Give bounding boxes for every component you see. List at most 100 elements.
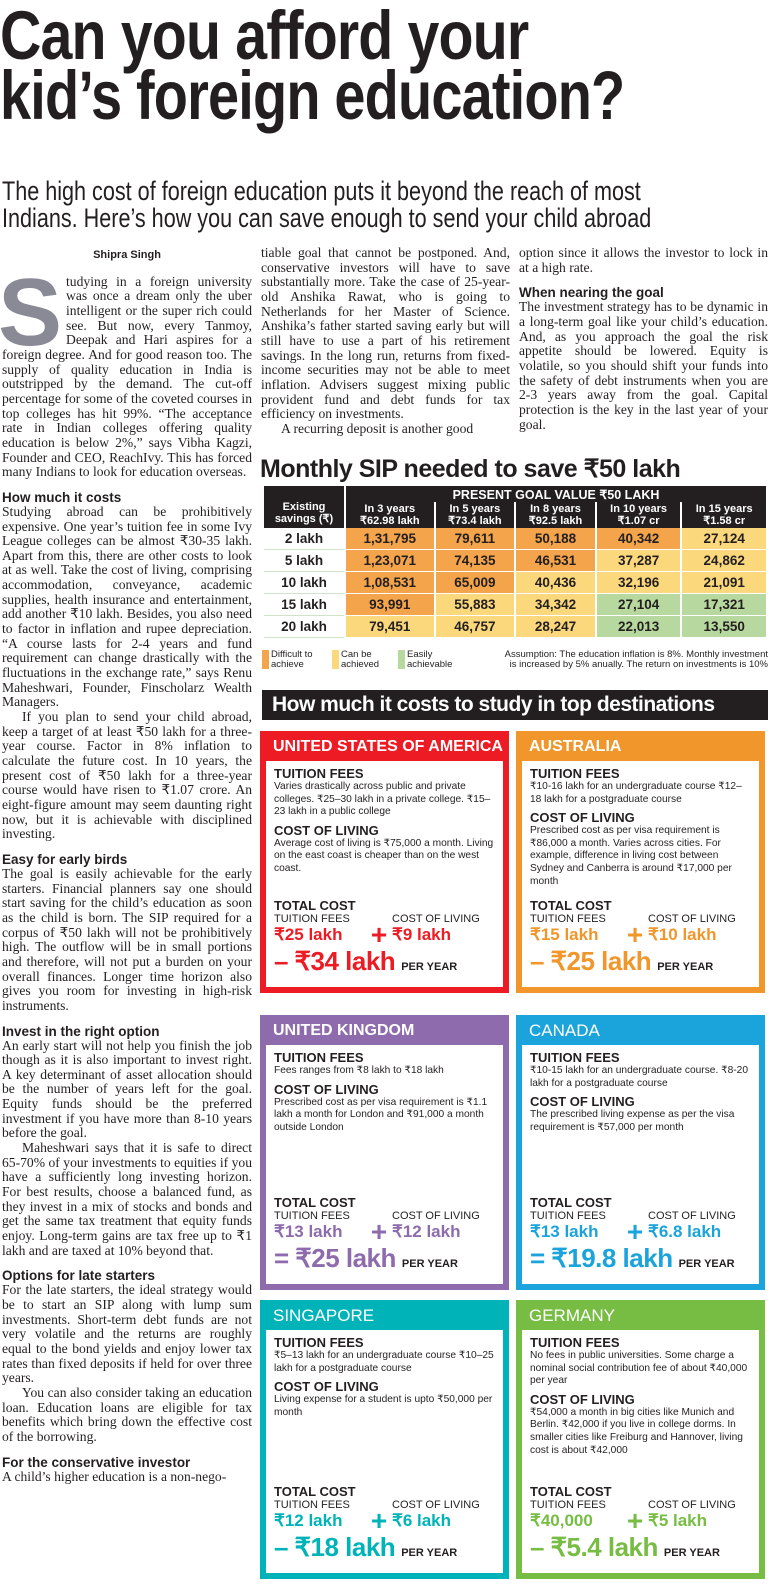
legend-item: Can be achieved: [332, 650, 379, 669]
per-year-label: PER YEAR: [657, 961, 714, 973]
living-text: Prescribed cost as per visa requirement …: [274, 1096, 488, 1133]
equals-icon: –: [274, 946, 289, 976]
tuition-label: TUITION FEES: [274, 1499, 350, 1511]
paragraph: A recurring deposit is another good: [281, 420, 474, 436]
tuition-heading: TUITION FEES: [274, 1050, 364, 1065]
plus-icon: +: [370, 1505, 388, 1536]
per-year-label: PER YEAR: [678, 1258, 735, 1270]
table-row: 20 lakh 79,451 46,757 28,247 22,013 13,550: [264, 616, 766, 638]
tuition-heading: TUITION FEES: [530, 1050, 620, 1065]
living-value: ₹5 lakh: [648, 1511, 708, 1530]
section-heading: For the conservative investor: [2, 1454, 191, 1470]
tuition-label: TUITION FEES: [274, 1210, 350, 1222]
sip-cell: 17,321: [682, 594, 766, 616]
sip-cell: 50,188: [516, 528, 595, 550]
table-row: 10 lakh 1,08,531 65,009 40,436 32,196 21,091: [264, 572, 766, 594]
total-value: ₹5.4 lakh: [550, 1532, 658, 1562]
column-header: In 10 years ₹1.07 cr: [596, 502, 681, 528]
living-value: ₹12 lakh: [392, 1222, 461, 1241]
subheadline-line-1: The high cost of foreign education puts …: [2, 176, 641, 206]
total-cost: TOTAL COST TUITION FEES COST OF LIVING ₹2…: [274, 893, 495, 981]
living-heading: COST OF LIVING: [274, 822, 379, 838]
country-name: CANADA: [529, 1021, 600, 1040]
sip-cell: 24,862: [682, 550, 766, 572]
section-heading: Options for late starters: [2, 1268, 156, 1284]
living-value: ₹10 lakh: [648, 925, 717, 944]
legend-swatch: [332, 650, 339, 669]
savings-cell: 2 lakh: [264, 528, 344, 550]
sip-cell: 40,436: [516, 572, 595, 594]
living-text: Living expense for a student is upto ₹50…: [274, 1394, 493, 1418]
living-label: COST OF LIVING: [648, 1499, 736, 1511]
tuition-label: TUITION FEES: [530, 1499, 606, 1511]
drop-cap: S: [0, 258, 63, 366]
per-year-label: PER YEAR: [401, 1258, 458, 1270]
total-cost: TOTAL COST TUITION FEES COST OF LIVING ₹1…: [530, 1190, 751, 1278]
plus-icon: +: [626, 1216, 644, 1247]
tuition-text: Fees ranges from ₹8 lakh to ₹18 lakh: [274, 1065, 444, 1076]
section-heading: Invest in the right option: [2, 1023, 160, 1039]
article-column-2: tiable goal that cannot be postponed. An…: [261, 245, 510, 437]
paragraph: option since it allows the investor to l…: [519, 245, 768, 275]
living-heading: COST OF LIVING: [530, 1094, 635, 1110]
sip-cell: 27,124: [682, 528, 766, 550]
subheadline-line-2: Indians. Here’s how you can save enough …: [2, 203, 652, 233]
equals-icon: =: [530, 1243, 546, 1273]
sip-cell: 79,451: [346, 616, 434, 638]
table-legend: Difficult to achieve Can be achieved Easily a…: [262, 650, 768, 688]
plus-icon: +: [370, 919, 388, 950]
group-header: PRESENT GOAL VALUE ₹50 LAKH: [346, 486, 766, 502]
article-column-3: option since it allows the investor to l…: [519, 245, 768, 432]
destinations-banner: How much it costs to study in top destin…: [262, 690, 768, 720]
sip-cell: 74,135: [435, 550, 515, 572]
sip-cell: 34,342: [516, 594, 595, 616]
tuition-value: ₹13 lakh: [274, 1222, 343, 1241]
per-year-label: PER YEAR: [663, 1547, 720, 1559]
savings-cell: 15 lakh: [264, 594, 344, 616]
table-row: 2 lakh 1,31,795 79,611 50,188 40,342 27,124: [264, 528, 766, 550]
living-text: ₹54,000 a month in big cities like Munic…: [530, 1406, 743, 1456]
total-heading: TOTAL COST: [274, 1484, 356, 1499]
paragraph: The goal is easily achievable for the ea…: [2, 865, 252, 1013]
living-text: Prescribed cost as per visa requirement …: [530, 825, 732, 887]
living-heading: COST OF LIVING: [274, 1379, 379, 1395]
column-header: In 8 years ₹92.5 lakh: [516, 502, 595, 528]
paragraph: The investment strategy has to be dynami…: [519, 299, 768, 432]
sip-cell: 55,883: [435, 594, 515, 616]
total-heading: TOTAL COST: [530, 1484, 612, 1499]
table-row: 5 lakh 1,23,071 74,135 46,531 37,287 24,862: [264, 550, 766, 572]
sip-cell: 32,196: [596, 572, 681, 594]
country-name: SINGAPORE: [273, 1306, 375, 1325]
plus-icon: +: [626, 1505, 644, 1536]
sip-table-title: Monthly SIP needed to save ₹50 lakh: [260, 455, 681, 483]
per-year-label: PER YEAR: [401, 1547, 458, 1559]
living-label: COST OF LIVING: [392, 1499, 480, 1511]
plus-icon: +: [626, 919, 644, 950]
living-value: ₹6.8 lakh: [648, 1222, 722, 1241]
section-heading: Easy for early birds: [2, 851, 128, 867]
sip-cell: 46,757: [435, 616, 515, 638]
section-heading: How much it costs: [2, 489, 122, 505]
total-cost: TOTAL COST TUITION FEES COST OF LIVING ₹1…: [530, 893, 751, 981]
table-row: 15 lakh 93,991 55,883 34,342 27,104 17,321: [264, 594, 766, 616]
tuition-value: ₹40,000: [530, 1511, 593, 1530]
paragraph: If you plan to send your child abroad, k…: [2, 709, 252, 842]
tuition-heading: TUITION FEES: [274, 1335, 364, 1350]
equals-icon: –: [530, 946, 545, 976]
sip-cell: 46,531: [516, 550, 595, 572]
tuition-text: ₹10-16 lakh for an undergraduate course …: [530, 781, 742, 805]
country-name: UNITED KINGDOM: [273, 1022, 415, 1039]
section-heading: When nearing the goal: [519, 285, 664, 301]
tuition-label: TUITION FEES: [530, 913, 606, 925]
paragraph: You can also consider taking an educatio…: [2, 1384, 252, 1444]
total-value: ₹34 lakh: [294, 946, 396, 976]
living-label: COST OF LIVING: [648, 913, 736, 925]
legend-item: Easily achievable: [398, 650, 452, 669]
sip-cell: 79,611: [435, 528, 515, 550]
country-name: UNITED STATES OF AMERICA: [273, 738, 503, 755]
destination-card: UNITED KINGDOM TUITION FEES Fees ranges …: [260, 1015, 509, 1290]
living-value: ₹9 lakh: [392, 925, 452, 944]
legend-swatch: [398, 650, 405, 669]
